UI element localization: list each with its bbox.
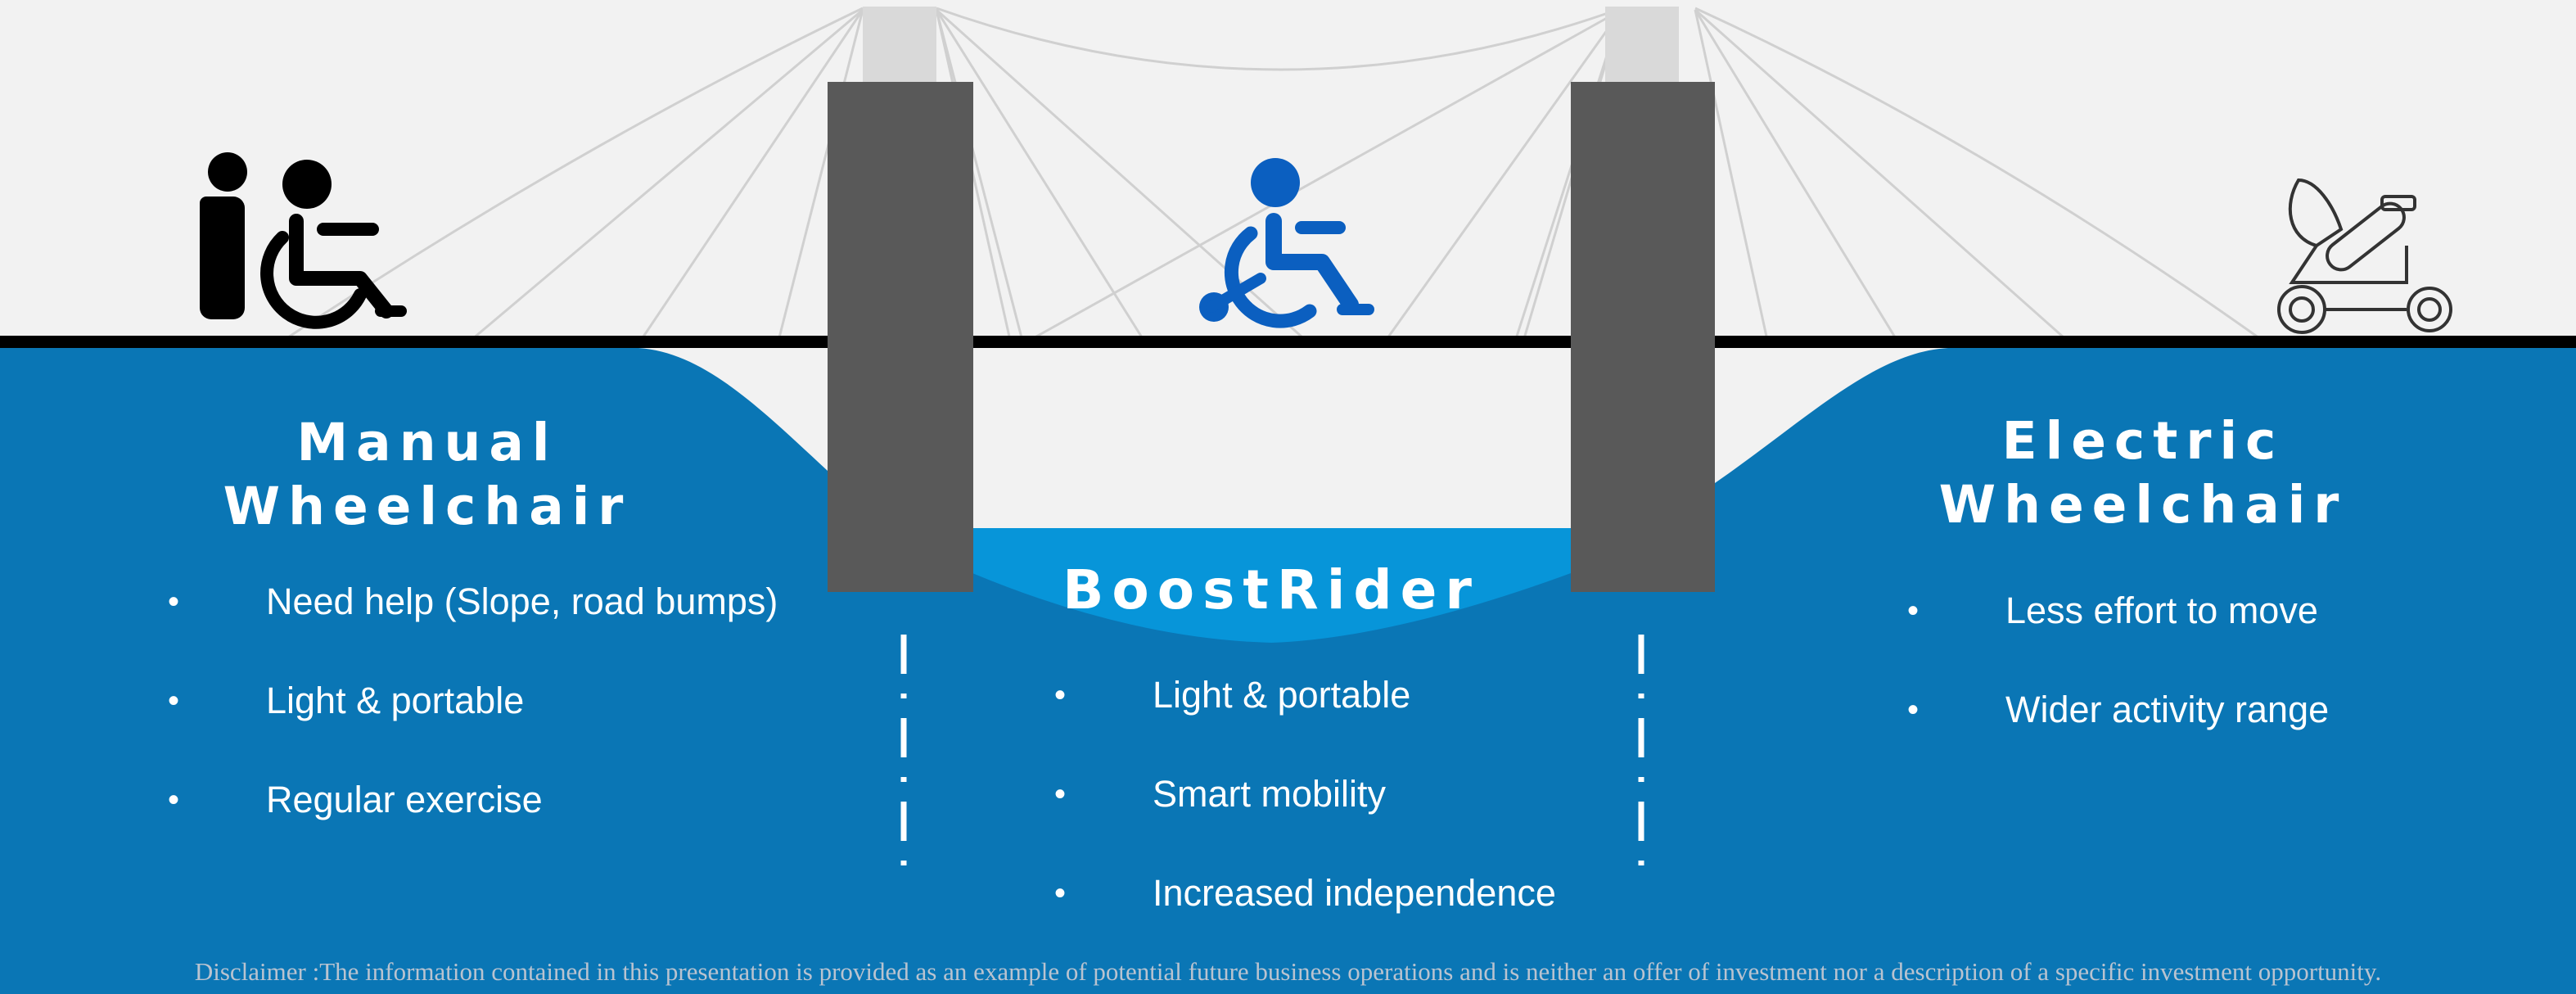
right-tower-top (1605, 7, 1679, 84)
list-item: Light & portable (168, 676, 778, 775)
list-item: Wider activity range (1907, 685, 2329, 784)
electric-wheelchair-title: Electric Wheelchair (1897, 409, 2389, 537)
list-item: Less effort to move (1907, 586, 2329, 685)
manual-wheelchair-title: Manual Wheelchair (182, 411, 673, 539)
list-item: Light & portable (1054, 671, 1556, 770)
left-tower (828, 82, 973, 592)
right-main-cable (1694, 7, 2268, 346)
electric-title-line1: Electric (2001, 411, 2285, 471)
list-item: Increased independence (1054, 869, 1556, 968)
person-pushing-wheelchair-icon (200, 152, 407, 329)
list-item: Smart mobility (1054, 770, 1556, 869)
left-tower-top (863, 7, 936, 84)
right-tower (1571, 82, 1715, 592)
electric-wheelchair-bullets: Less effort to move Wider activity range (1907, 586, 2329, 784)
wheelchair-icon (1199, 158, 1374, 328)
manual-title-line1: Manual (296, 413, 558, 472)
disclaimer-text: Disclaimer :The information contained in… (194, 957, 2382, 986)
manual-title-line2: Wheelchair (223, 477, 632, 536)
bridge-deck (0, 336, 2576, 348)
manual-wheelchair-bullets: Need help (Slope, road bumps) Light & po… (168, 577, 778, 874)
boostrider-bullets: Light & portable Smart mobility Increase… (1054, 671, 1556, 968)
boostrider-title-text: BoostRider (1062, 558, 1480, 621)
center-water-highlight (972, 528, 1571, 643)
electric-title-line2: Wheelchair (1938, 475, 2348, 535)
electric-wheelchair-icon (2277, 178, 2452, 334)
list-item: Need help (Slope, road bumps) (168, 577, 778, 676)
boostrider-title: BoostRider (1026, 558, 1517, 622)
list-item: Regular exercise (168, 775, 778, 874)
bridge-cables (277, 7, 2268, 346)
main-cable (936, 7, 1622, 71)
